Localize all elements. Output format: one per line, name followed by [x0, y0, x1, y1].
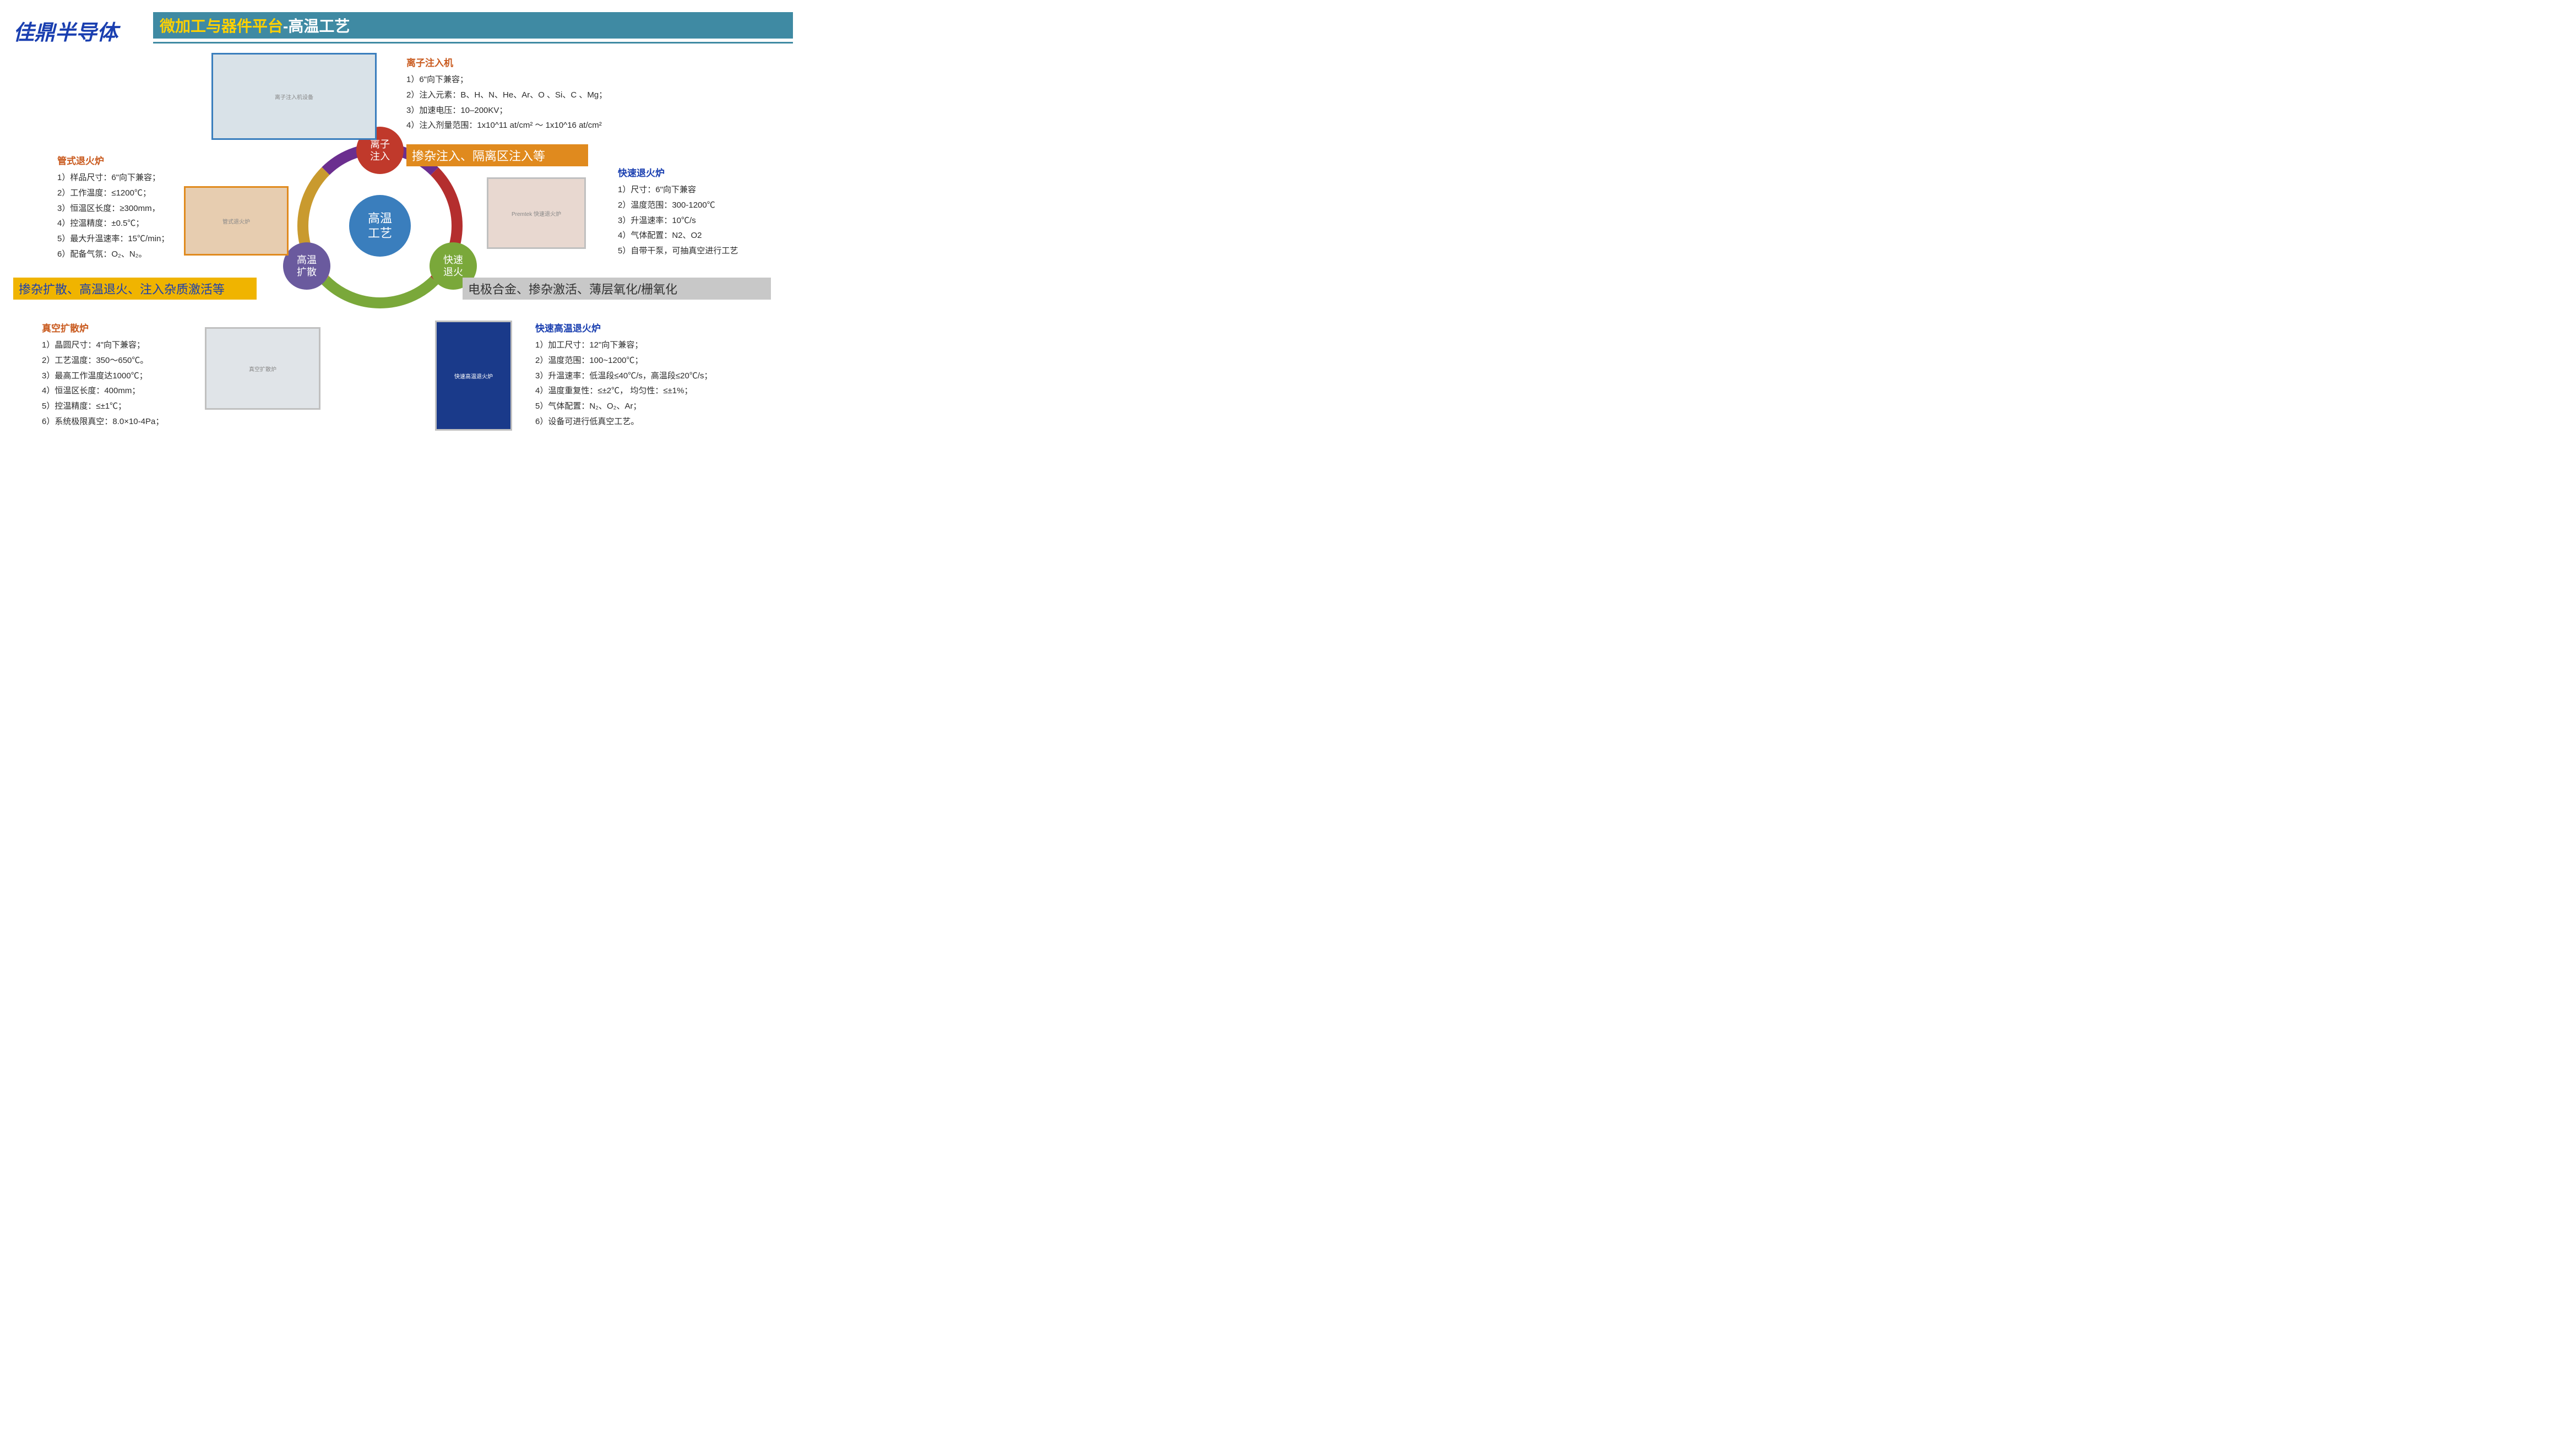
spec-item: 2）温度范围：100~1200℃； [535, 353, 778, 368]
spec-item: 5）气体配置：N₂、O₂、Ar； [535, 399, 778, 414]
spec-item: 3）升温速率：10℃/s [618, 213, 783, 229]
spec-ion-implanter: 离子注入机 1）6"向下兼容；2）注入元素：B、H、N、He、Ar、O 、Si、… [406, 55, 693, 133]
img-vac: 真空扩散炉 [205, 327, 320, 410]
company-logo: 佳鼎半导体 [13, 15, 118, 46]
spec-list: 1）晶圆尺寸：4"向下兼容；2）工艺温度：350～650℃。3）最高工作温度达1… [42, 338, 207, 430]
spec-item: 4）控温精度：±0.5℃； [57, 216, 200, 231]
spec-item: 6）系统极限真空：8.0×10-4Pa； [42, 414, 207, 430]
tag-rta: 电极合金、掺杂激活、薄层氧化/栅氧化 [463, 278, 771, 300]
tag-diff: 掺杂扩散、高温退火、注入杂质激活等 [13, 278, 257, 300]
title-suffix: -高温工艺 [283, 14, 350, 36]
tag-ion: 掺杂注入、隔离区注入等 [406, 144, 588, 166]
img-ion: 离子注入机设备 [211, 53, 377, 140]
slide-title-bar: 微加工与器件平台-高温工艺 [153, 12, 793, 39]
spec-title: 快速高温退火炉 [535, 321, 778, 334]
spec-item: 6）配备气氛：O₂、N₂。 [57, 247, 200, 262]
spec-item: 3）最高工作温度达1000℃； [42, 368, 207, 384]
spec-title: 真空扩散炉 [42, 321, 207, 334]
spec-fast-high-temp: 快速高温退火炉 1）加工尺寸：12"向下兼容；2）温度范围：100~1200℃；… [535, 321, 778, 430]
node-diff: 高温 扩散 [283, 242, 330, 290]
spec-item: 1）晶圆尺寸：4"向下兼容； [42, 338, 207, 353]
spec-item: 2）注入元素：B、H、N、He、Ar、O 、Si、C 、Mg； [406, 88, 693, 103]
spec-item: 1）加工尺寸：12"向下兼容； [535, 338, 778, 353]
spec-rta-furnace: 快速退火炉 1）尺寸：6"向下兼容2）温度范围：300-1200℃3）升温速率：… [618, 165, 783, 259]
spec-list: 1）尺寸：6"向下兼容2）温度范围：300-1200℃3）升温速率：10℃/s4… [618, 182, 783, 259]
title-prefix: 微加工与器件平台 [160, 14, 283, 36]
spec-item: 5）自带干泵，可抽真空进行工艺 [618, 243, 783, 259]
spec-item: 4）温度重复性：≤±2℃， 均匀性：≤±1%； [535, 383, 778, 399]
spec-item: 2）工作温度：≤1200℃； [57, 186, 200, 201]
spec-item: 4）注入剂量范围：1x10^11 at/cm² ～ 1x10^16 at/cm² [406, 118, 693, 133]
spec-item: 4）气体配置：N2、O2 [618, 228, 783, 243]
spec-item: 4）恒温区长度：400mm； [42, 383, 207, 399]
spec-item: 5）最大升温速率：15℃/min； [57, 231, 200, 247]
spec-item: 3）恒温区长度：≥300mm， [57, 201, 200, 216]
spec-title: 管式退火炉 [57, 153, 200, 167]
spec-title: 离子注入机 [406, 55, 693, 69]
spec-item: 2）温度范围：300-1200℃ [618, 198, 783, 213]
center-node: 高温 工艺 [349, 195, 411, 257]
spec-item: 3）升温速率：低温段≤40℃/s，高温段≤20℃/s； [535, 368, 778, 384]
spec-item: 5）控温精度：≤±1℃； [42, 399, 207, 414]
spec-vacuum-diffusion: 真空扩散炉 1）晶圆尺寸：4"向下兼容；2）工艺温度：350～650℃。3）最高… [42, 321, 207, 430]
spec-item: 1）样品尺寸：6"向下兼容； [57, 170, 200, 186]
img-tube: 管式退火炉 [184, 186, 289, 256]
spec-tube-furnace: 管式退火炉 1）样品尺寸：6"向下兼容；2）工作温度：≤1200℃；3）恒温区长… [57, 153, 200, 262]
spec-list: 1）6"向下兼容；2）注入元素：B、H、N、He、Ar、O 、Si、C 、Mg；… [406, 72, 693, 133]
spec-item: 3）加速电压：10–200KV； [406, 103, 693, 118]
spec-item: 1）尺寸：6"向下兼容 [618, 182, 783, 198]
spec-item: 6）设备可进行低真空工艺。 [535, 414, 778, 430]
img-fast: 快速高温退火炉 [435, 321, 512, 431]
spec-list: 1）加工尺寸：12"向下兼容；2）温度范围：100~1200℃；3）升温速率：低… [535, 338, 778, 430]
spec-item: 1）6"向下兼容； [406, 72, 693, 88]
spec-title: 快速退火炉 [618, 165, 783, 179]
img-rta: Premtek 快速退火炉 [487, 177, 586, 249]
title-underline [153, 42, 793, 44]
process-ring-diagram: 高温 工艺 离子 注入 快速 退火 高温 扩散 [297, 143, 463, 308]
spec-item: 2）工艺温度：350～650℃。 [42, 353, 207, 368]
spec-list: 1）样品尺寸：6"向下兼容；2）工作温度：≤1200℃；3）恒温区长度：≥300… [57, 170, 200, 262]
